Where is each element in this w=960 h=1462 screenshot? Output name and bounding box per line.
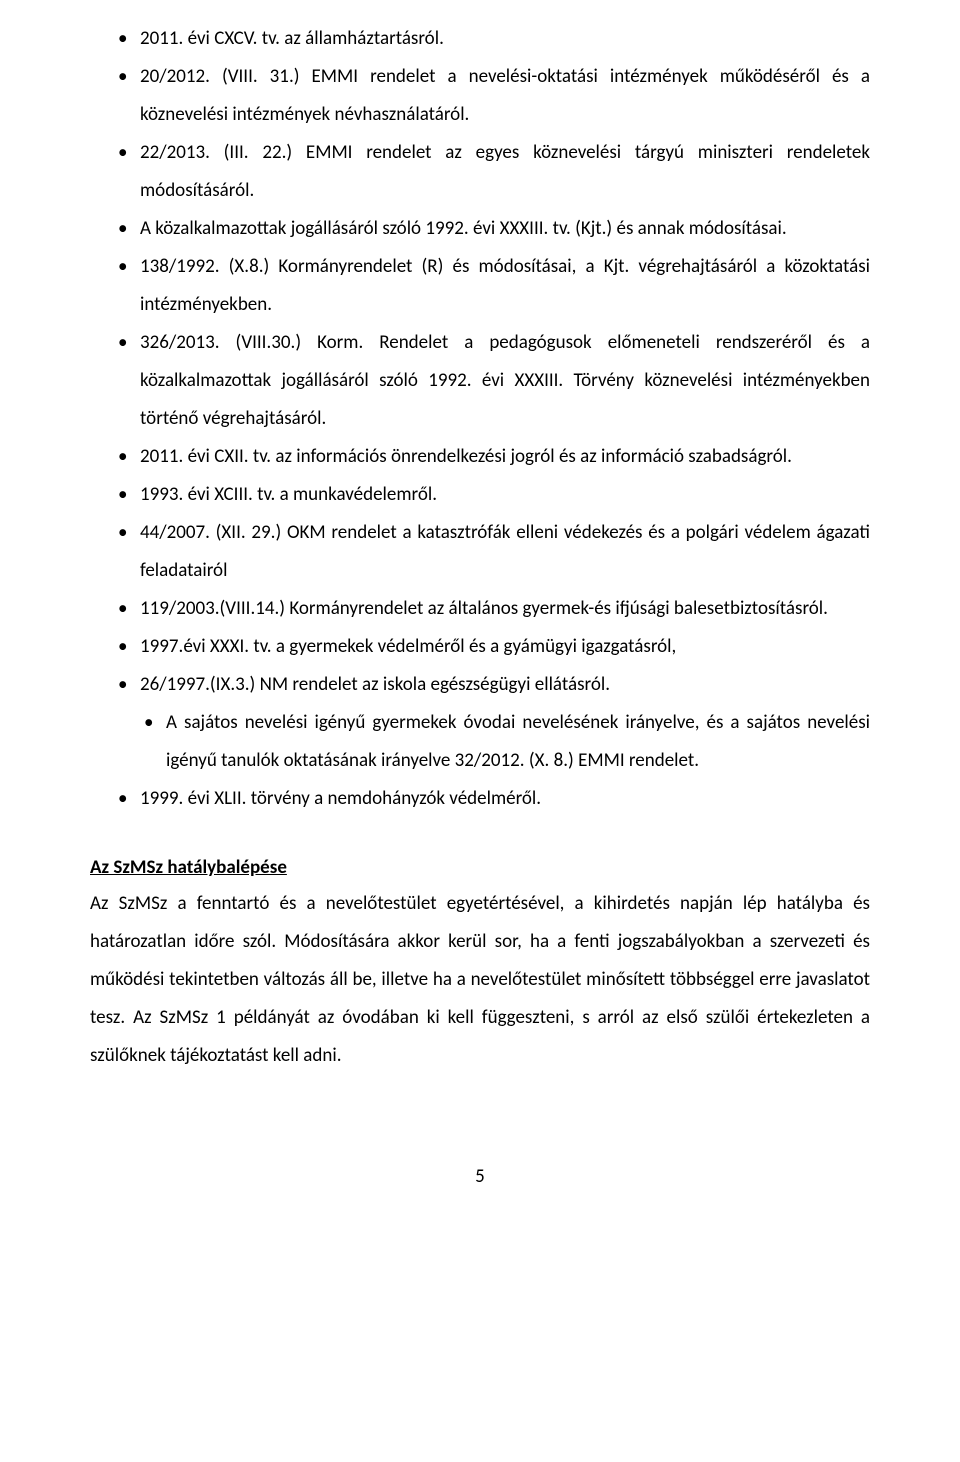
regulation-item: 1997.évi XXXI. tv. a gyermekek védelmérő… xyxy=(90,628,870,666)
regulation-item: 138/1992. (X.8.) Kormányrendelet (R) és … xyxy=(90,248,870,324)
document-page: 2011. évi CXCV. tv. az államháztartásról… xyxy=(0,0,960,1228)
regulation-item: 20/2012. (VIII. 31.) EMMI rendelet a nev… xyxy=(90,58,870,134)
regulation-item: 1999. évi XLII. törvény a nemdohányzók v… xyxy=(90,780,870,818)
regulation-item: A közalkalmazottak jogállásáról szóló 19… xyxy=(90,210,870,248)
regulation-list: 2011. évi CXCV. tv. az államháztartásról… xyxy=(90,20,870,818)
regulation-item: 119/2003.(VIII.14.) Kormányrendelet az á… xyxy=(90,590,870,628)
regulation-item: 326/2013. (VIII.30.) Korm. Rendelet a pe… xyxy=(90,324,870,438)
regulation-item: A sajátos nevelési igényű gyermekek óvod… xyxy=(90,704,870,780)
section-paragraph: Az SzMSz a fenntartó és a nevelőtestület… xyxy=(90,885,870,1075)
regulation-item: 26/1997.(IX.3.) NM rendelet az iskola eg… xyxy=(90,666,870,704)
regulation-item: 44/2007. (XII. 29.) OKM rendelet a katas… xyxy=(90,514,870,590)
regulation-item: 1993. évi XCIII. tv. a munkavédelemről. xyxy=(90,476,870,514)
section-title: Az SzMSz hatálybalépése xyxy=(90,856,870,879)
page-number: 5 xyxy=(90,1165,870,1188)
regulation-item: 2011. évi CXII. tv. az információs önren… xyxy=(90,438,870,476)
regulation-item: 22/2013. (III. 22.) EMMI rendelet az egy… xyxy=(90,134,870,210)
regulation-item: 2011. évi CXCV. tv. az államháztartásról… xyxy=(90,20,870,58)
